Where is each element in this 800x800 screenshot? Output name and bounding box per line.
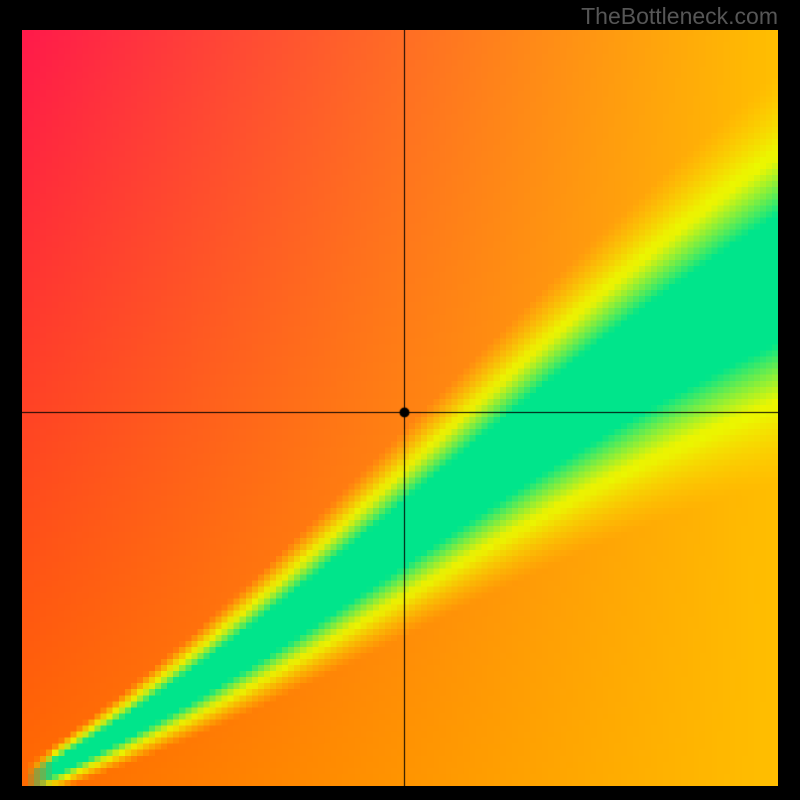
- watermark-text: TheBottleneck.com: [581, 3, 778, 30]
- chart-frame: TheBottleneck.com: [0, 0, 800, 800]
- crosshair-overlay: [22, 30, 778, 786]
